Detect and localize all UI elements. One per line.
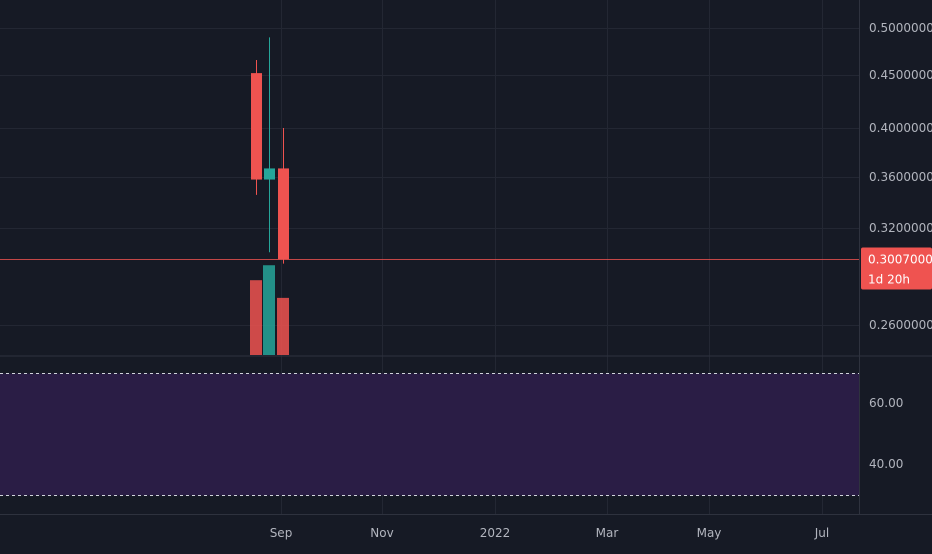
time-axis[interactable]: Sep Nov 2022 Mar May Jul: [270, 526, 830, 540]
last-price-badge: 0.30070000 1d 20h: [861, 247, 932, 290]
volume-bar: [263, 265, 275, 355]
volume-bar: [250, 280, 262, 355]
volume-bars: [250, 265, 289, 355]
candles: [251, 37, 289, 264]
price-tick-label: 0.26000000: [869, 318, 932, 332]
countdown-label: 1d 20h: [868, 273, 910, 287]
last-price-label: 0.30070000: [868, 253, 932, 267]
candle-body: [278, 168, 289, 260]
candle-body: [251, 73, 262, 180]
rsi-tick-label: 60.00: [869, 396, 903, 410]
rsi-tick-label: 40.00: [869, 457, 903, 471]
time-tick-label: Sep: [270, 526, 293, 540]
time-tick-label: May: [697, 526, 722, 540]
time-tick-label: Nov: [370, 526, 393, 540]
rsi-axis[interactable]: 60.00 40.00: [869, 396, 903, 471]
time-tick-label: Mar: [596, 526, 619, 540]
rsi-band: [0, 373, 859, 496]
time-tick-label: 2022: [480, 526, 511, 540]
candle-body: [264, 168, 275, 180]
volume-bar: [277, 297, 289, 355]
time-tick-label: Jul: [814, 526, 829, 540]
last-price-badge-bg: [861, 247, 932, 290]
